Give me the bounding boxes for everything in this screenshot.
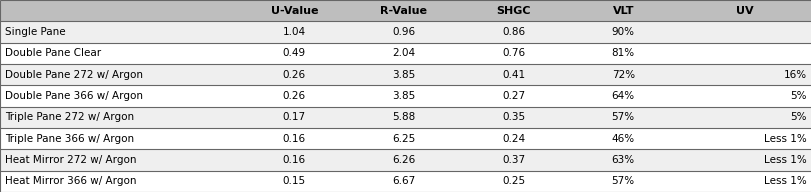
Text: 46%: 46%	[611, 134, 634, 144]
Text: UV: UV	[736, 6, 753, 16]
Text: 63%: 63%	[611, 155, 634, 165]
Text: Triple Pane 272 w/ Argon: Triple Pane 272 w/ Argon	[5, 112, 134, 122]
Text: 0.96: 0.96	[392, 27, 415, 37]
Text: 57%: 57%	[611, 112, 634, 122]
Text: 5%: 5%	[790, 112, 806, 122]
Text: 81%: 81%	[611, 48, 634, 58]
Bar	[0, 21, 811, 43]
Text: 0.16: 0.16	[282, 155, 306, 165]
Text: Single Pane: Single Pane	[5, 27, 66, 37]
Text: 0.15: 0.15	[282, 176, 306, 186]
Text: Heat Mirror 272 w/ Argon: Heat Mirror 272 w/ Argon	[5, 155, 136, 165]
Text: U-Value: U-Value	[270, 6, 318, 16]
Text: 3.85: 3.85	[392, 91, 415, 101]
Text: 3.85: 3.85	[392, 70, 415, 80]
Text: 90%: 90%	[611, 27, 634, 37]
Text: 0.24: 0.24	[501, 134, 525, 144]
Text: 6.26: 6.26	[392, 155, 415, 165]
Text: 0.41: 0.41	[501, 70, 525, 80]
Text: 0.49: 0.49	[282, 48, 306, 58]
Text: Triple Pane 366 w/ Argon: Triple Pane 366 w/ Argon	[5, 134, 134, 144]
Text: Double Pane 272 w/ Argon: Double Pane 272 w/ Argon	[5, 70, 143, 80]
Text: VLT: VLT	[611, 6, 633, 16]
Text: 0.26: 0.26	[282, 91, 306, 101]
Text: 0.27: 0.27	[501, 91, 525, 101]
Text: 0.16: 0.16	[282, 134, 306, 144]
Bar	[0, 0, 811, 21]
Text: 6.25: 6.25	[392, 134, 415, 144]
Text: 0.37: 0.37	[501, 155, 525, 165]
Bar	[0, 64, 811, 85]
Bar	[0, 171, 811, 192]
Text: 0.17: 0.17	[282, 112, 306, 122]
Text: 0.35: 0.35	[501, 112, 525, 122]
Text: 0.25: 0.25	[501, 176, 525, 186]
Text: Double Pane 366 w/ Argon: Double Pane 366 w/ Argon	[5, 91, 143, 101]
Text: 2.04: 2.04	[392, 48, 415, 58]
Text: Less 1%: Less 1%	[763, 155, 806, 165]
Text: 64%: 64%	[611, 91, 634, 101]
Text: Double Pane Clear: Double Pane Clear	[5, 48, 101, 58]
Text: SHGC: SHGC	[496, 6, 530, 16]
Text: 0.26: 0.26	[282, 70, 306, 80]
Text: Less 1%: Less 1%	[763, 176, 806, 186]
Text: 1.04: 1.04	[282, 27, 306, 37]
Bar	[0, 128, 811, 149]
Bar	[0, 43, 811, 64]
Text: 5.88: 5.88	[392, 112, 415, 122]
Text: R-Value: R-Value	[380, 6, 427, 16]
Text: 0.76: 0.76	[501, 48, 525, 58]
Text: Less 1%: Less 1%	[763, 134, 806, 144]
Text: 6.67: 6.67	[392, 176, 415, 186]
Text: 57%: 57%	[611, 176, 634, 186]
Text: 72%: 72%	[611, 70, 634, 80]
Text: Heat Mirror 366 w/ Argon: Heat Mirror 366 w/ Argon	[5, 176, 136, 186]
Bar	[0, 107, 811, 128]
Bar	[0, 85, 811, 107]
Text: 16%: 16%	[783, 70, 806, 80]
Bar	[0, 149, 811, 171]
Text: 5%: 5%	[790, 91, 806, 101]
Text: 0.86: 0.86	[501, 27, 525, 37]
